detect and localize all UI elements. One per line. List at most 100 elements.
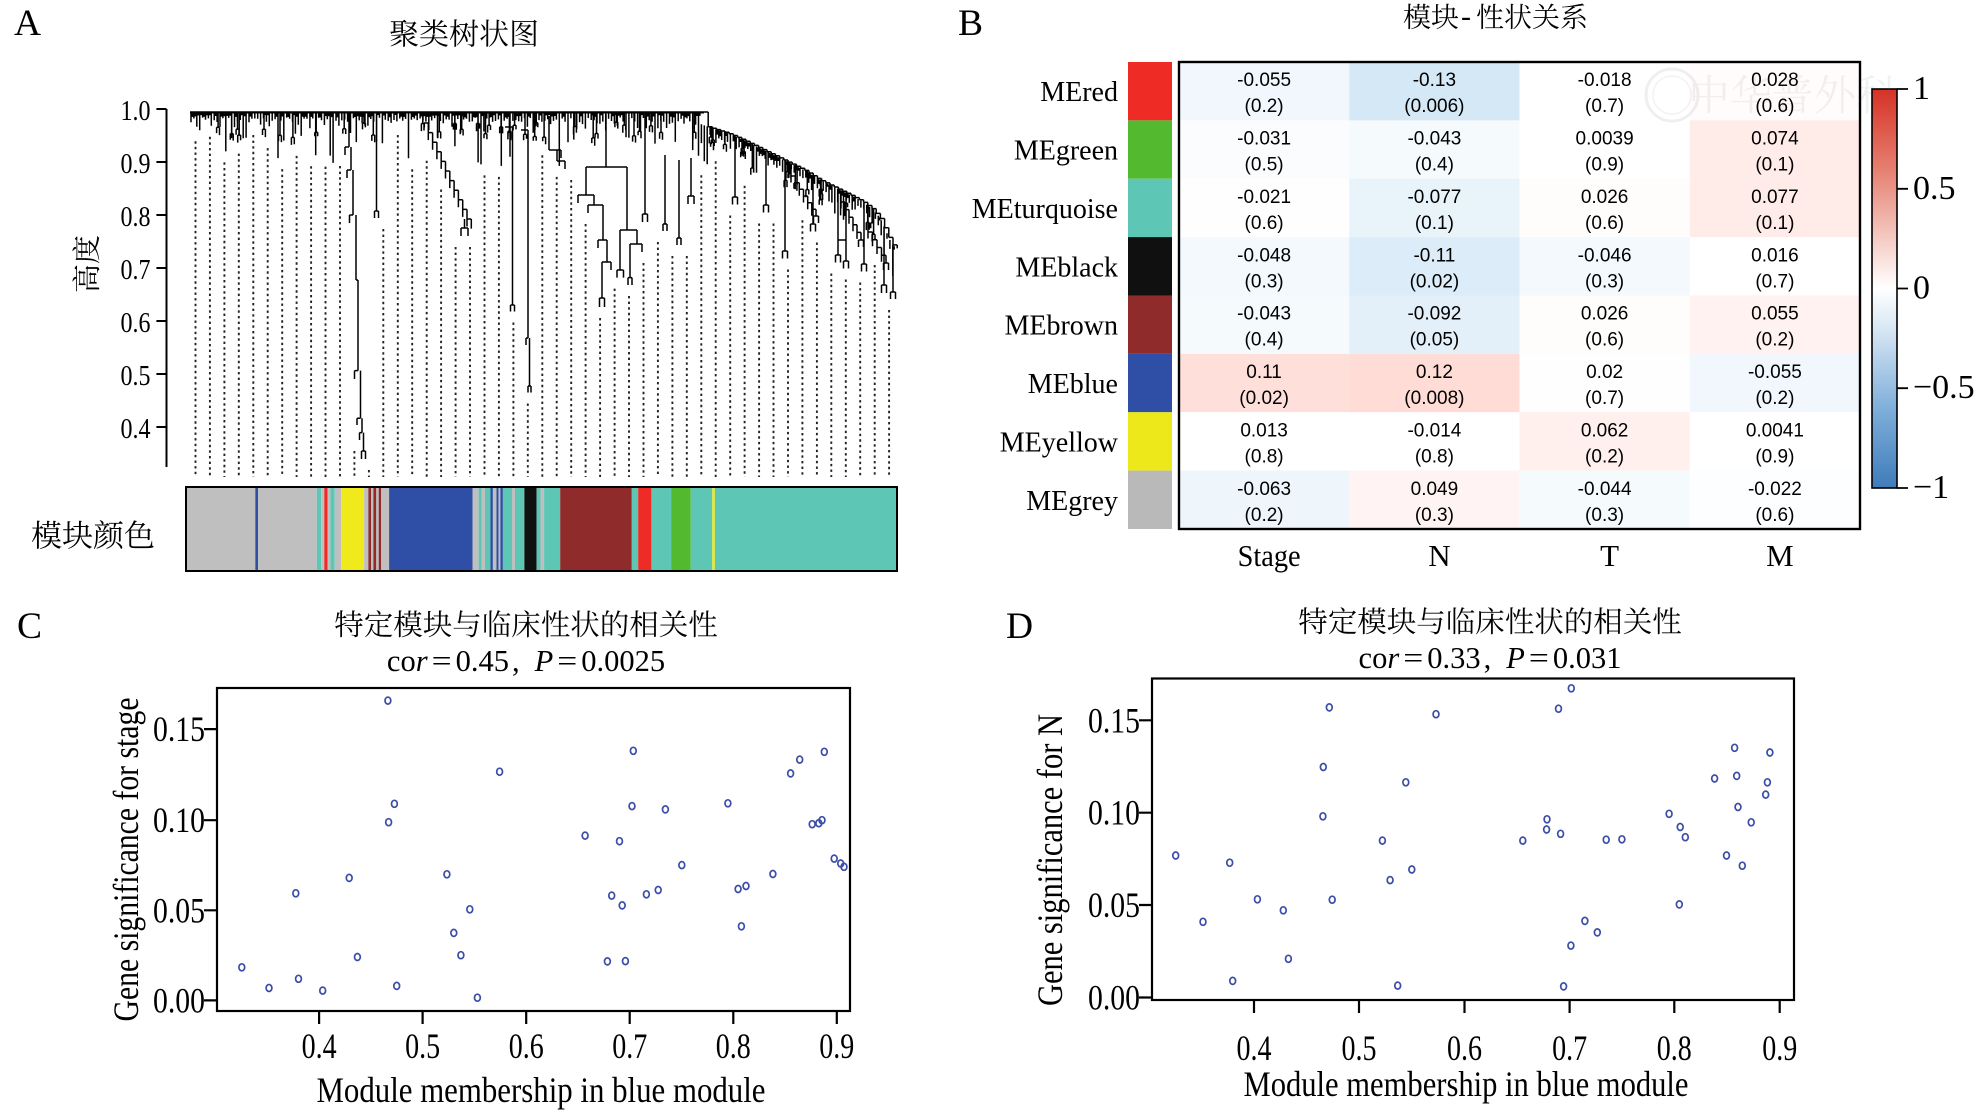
svg-text:0.6: 0.6 <box>121 308 151 339</box>
svg-text:0.4: 0.4 <box>302 1026 337 1066</box>
svg-text:(0.3): (0.3) <box>1585 505 1624 526</box>
svg-text:0.9: 0.9 <box>121 149 151 180</box>
svg-text:(0.6): (0.6) <box>1585 213 1624 234</box>
svg-text:0.9: 0.9 <box>819 1026 854 1066</box>
svg-text:0.6: 0.6 <box>509 1026 544 1066</box>
svg-text:(0.02): (0.02) <box>1410 271 1460 292</box>
svg-text:0.8: 0.8 <box>1657 1028 1692 1068</box>
svg-text:0.7: 0.7 <box>1552 1028 1587 1068</box>
svg-text:−0.5: −0.5 <box>1913 369 1975 406</box>
svg-text:0.0039: 0.0039 <box>1576 129 1634 150</box>
svg-text:0.055: 0.055 <box>1751 304 1799 325</box>
svg-text:-0.043: -0.043 <box>1237 304 1291 325</box>
svg-text:(0.8): (0.8) <box>1245 446 1284 467</box>
svg-text:0: 0 <box>1913 270 1930 307</box>
svg-text:B: B <box>958 3 983 44</box>
svg-text:(0.2): (0.2) <box>1245 96 1284 117</box>
svg-text:-0.055: -0.055 <box>1748 362 1802 383</box>
svg-text:0.05: 0.05 <box>1088 885 1140 925</box>
svg-text:0.7: 0.7 <box>121 255 151 286</box>
svg-text:N: N <box>1428 538 1450 573</box>
svg-text:M: M <box>1766 538 1794 573</box>
svg-text:Module membership in blue modu: Module membership in blue module <box>1244 1064 1689 1104</box>
svg-text:0.8: 0.8 <box>121 202 151 233</box>
svg-text:0.11: 0.11 <box>1246 362 1282 383</box>
svg-text:0.5: 0.5 <box>121 361 151 392</box>
svg-text:(0.3): (0.3) <box>1245 271 1284 292</box>
svg-text:MEgrey: MEgrey <box>1026 486 1118 517</box>
svg-text:(0.1): (0.1) <box>1755 155 1794 176</box>
svg-text:-0.044: -0.044 <box>1578 479 1632 500</box>
svg-text:MEgreen: MEgreen <box>1014 136 1118 167</box>
svg-text:Gene significance for N: Gene significance for N <box>1030 714 1070 1006</box>
svg-text:(0.5): (0.5) <box>1245 155 1284 176</box>
svg-text:0.049: 0.049 <box>1411 479 1459 500</box>
svg-text:0.026: 0.026 <box>1581 304 1629 325</box>
svg-text:(0.05): (0.05) <box>1410 330 1460 351</box>
svg-text:0.5: 0.5 <box>1913 170 1956 207</box>
svg-text:-0.055: -0.055 <box>1237 70 1291 91</box>
svg-text:0.5: 0.5 <box>1342 1028 1377 1068</box>
svg-text:0.077: 0.077 <box>1751 187 1799 208</box>
svg-text:1: 1 <box>1913 70 1930 107</box>
svg-text:(0.008): (0.008) <box>1404 388 1464 409</box>
svg-text:-: - <box>1461 0 1471 33</box>
svg-text:(0.7): (0.7) <box>1755 271 1794 292</box>
svg-text:-0.046: -0.046 <box>1578 245 1632 266</box>
svg-text:0.026: 0.026 <box>1581 187 1629 208</box>
svg-text:(0.9): (0.9) <box>1755 446 1794 467</box>
svg-text:-0.022: -0.022 <box>1748 479 1802 500</box>
svg-text:(0.7): (0.7) <box>1585 96 1624 117</box>
svg-text:0.074: 0.074 <box>1751 129 1799 150</box>
svg-text:A: A <box>14 3 41 44</box>
svg-text:-0.031: -0.031 <box>1237 129 1291 150</box>
svg-text:MEturquoise: MEturquoise <box>972 194 1118 225</box>
svg-text:0.15: 0.15 <box>1088 700 1140 740</box>
svg-text:0.016: 0.016 <box>1751 245 1799 266</box>
svg-text:0.028: 0.028 <box>1751 70 1799 91</box>
svg-text:(0.9): (0.9) <box>1585 155 1624 176</box>
svg-text:0.10: 0.10 <box>153 800 205 840</box>
svg-text:(0.02): (0.02) <box>1239 388 1289 409</box>
svg-text:(0.2): (0.2) <box>1245 505 1284 526</box>
svg-text:(0.006): (0.006) <box>1404 96 1464 117</box>
svg-text:MEbrown: MEbrown <box>1004 311 1118 342</box>
svg-text:-0.092: -0.092 <box>1407 304 1461 325</box>
svg-text:(0.3): (0.3) <box>1415 505 1454 526</box>
svg-text:0.8: 0.8 <box>716 1026 751 1066</box>
svg-text:0.9: 0.9 <box>1762 1028 1797 1068</box>
svg-text:0.6: 0.6 <box>1447 1028 1482 1068</box>
svg-text:(0.1): (0.1) <box>1415 213 1454 234</box>
svg-text:(0.8): (0.8) <box>1415 446 1454 467</box>
svg-text:(0.4): (0.4) <box>1415 155 1454 176</box>
svg-text:-0.043: -0.043 <box>1407 129 1461 150</box>
svg-text:(0.2): (0.2) <box>1755 330 1794 351</box>
svg-text:0.00: 0.00 <box>1088 978 1140 1018</box>
svg-text:-0.018: -0.018 <box>1578 70 1632 91</box>
svg-text:(0.4): (0.4) <box>1245 330 1284 351</box>
svg-text:MEred: MEred <box>1040 77 1118 108</box>
svg-text:(0.3): (0.3) <box>1585 271 1624 292</box>
svg-text:0.10: 0.10 <box>1088 793 1140 833</box>
svg-text:MEblack: MEblack <box>1015 252 1118 283</box>
svg-text:Gene significance for stage: Gene significance for stage <box>106 698 146 1022</box>
svg-text:Module membership in blue modu: Module membership in blue module <box>317 1070 766 1110</box>
svg-text:MEyellow: MEyellow <box>1000 427 1119 458</box>
svg-text:(0.6): (0.6) <box>1245 213 1284 234</box>
svg-text:0.12: 0.12 <box>1416 362 1453 383</box>
svg-text:-0.13: -0.13 <box>1413 70 1456 91</box>
svg-text:1.0: 1.0 <box>121 96 151 127</box>
svg-text:(0.6): (0.6) <box>1755 96 1794 117</box>
svg-text:0.4: 0.4 <box>1237 1028 1272 1068</box>
svg-text:-0.077: -0.077 <box>1407 187 1461 208</box>
svg-text:0.02: 0.02 <box>1586 362 1623 383</box>
svg-text:C: C <box>17 606 42 647</box>
svg-text:-0.014: -0.014 <box>1407 420 1461 441</box>
svg-text:T: T <box>1600 538 1619 573</box>
svg-text:0.013: 0.013 <box>1240 420 1288 441</box>
svg-text:(0.6): (0.6) <box>1585 330 1624 351</box>
svg-text:0.7: 0.7 <box>612 1026 647 1066</box>
svg-text:0.062: 0.062 <box>1581 420 1629 441</box>
svg-text:−1: −1 <box>1913 469 1949 506</box>
svg-text:(0.7): (0.7) <box>1585 388 1624 409</box>
